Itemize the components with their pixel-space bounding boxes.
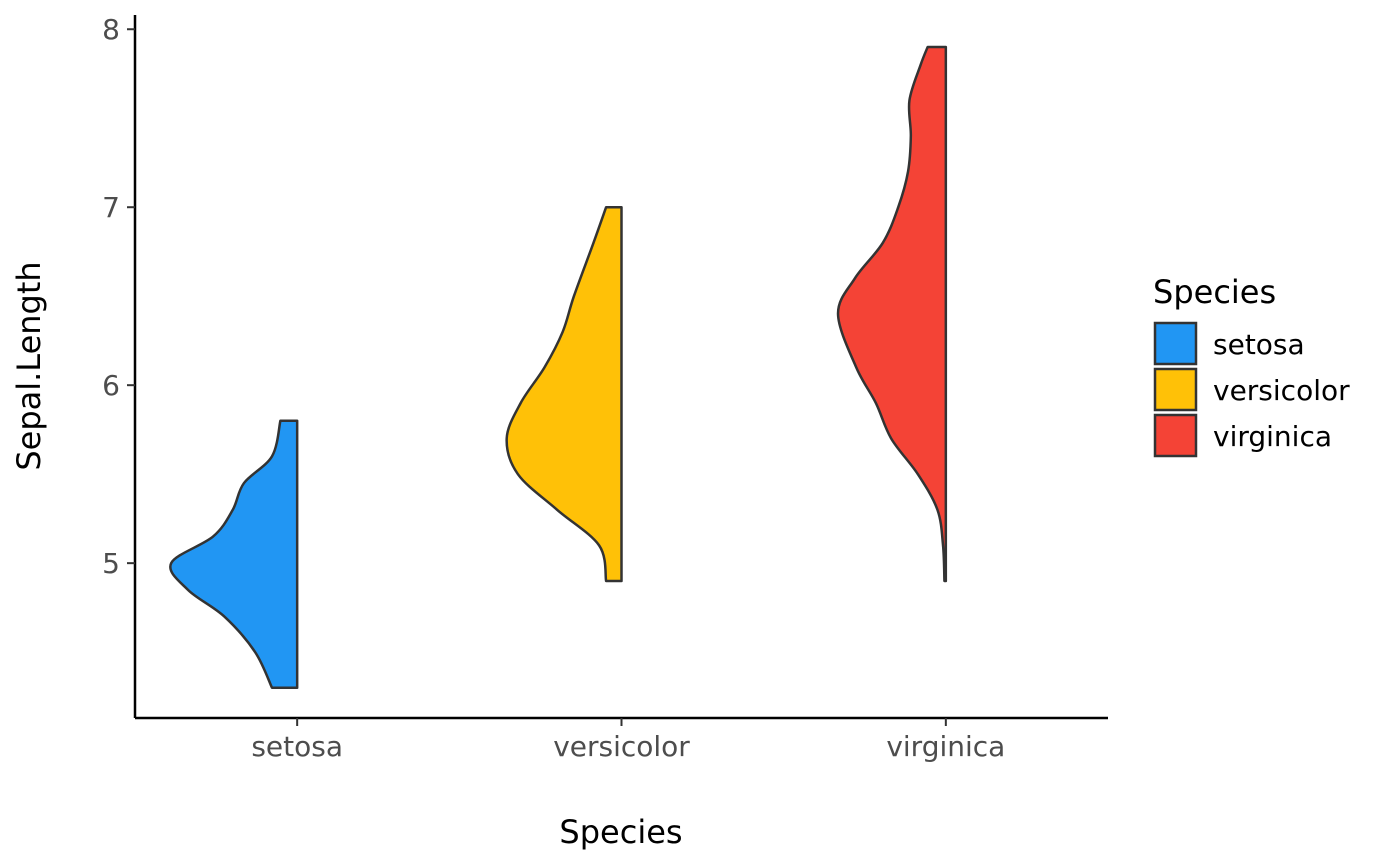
- violin-virginica: [836, 45, 948, 583]
- x-tick-label: virginica: [886, 730, 1005, 763]
- legend-key-setosa: [1153, 321, 1198, 366]
- y-tick-label: 5: [102, 547, 120, 580]
- legend-label: versicolor: [1213, 374, 1350, 407]
- legend-key-virginica: [1153, 413, 1198, 458]
- y-ticks: 5 6 7 8: [102, 13, 135, 580]
- x-tick-label: setosa: [251, 730, 343, 763]
- x-axis-title: Species: [559, 813, 682, 851]
- violin-setosa: [169, 419, 299, 689]
- y-tick-label: 6: [102, 369, 120, 402]
- legend-label: virginica: [1213, 420, 1332, 453]
- y-tick-label: 8: [102, 13, 120, 46]
- legend: Species setosa versicolor virginica: [1153, 273, 1350, 458]
- y-tick-label: 7: [102, 191, 120, 224]
- legend-key-versicolor: [1153, 367, 1198, 412]
- violin-versicolor: [505, 205, 623, 583]
- x-ticks: setosa versicolor virginica: [251, 718, 1005, 763]
- y-axis-title: Sepal.Length: [10, 261, 48, 470]
- x-tick-label: versicolor: [553, 730, 690, 763]
- violin-layer: [169, 45, 948, 689]
- legend-title: Species: [1153, 273, 1276, 311]
- legend-label: setosa: [1213, 328, 1305, 361]
